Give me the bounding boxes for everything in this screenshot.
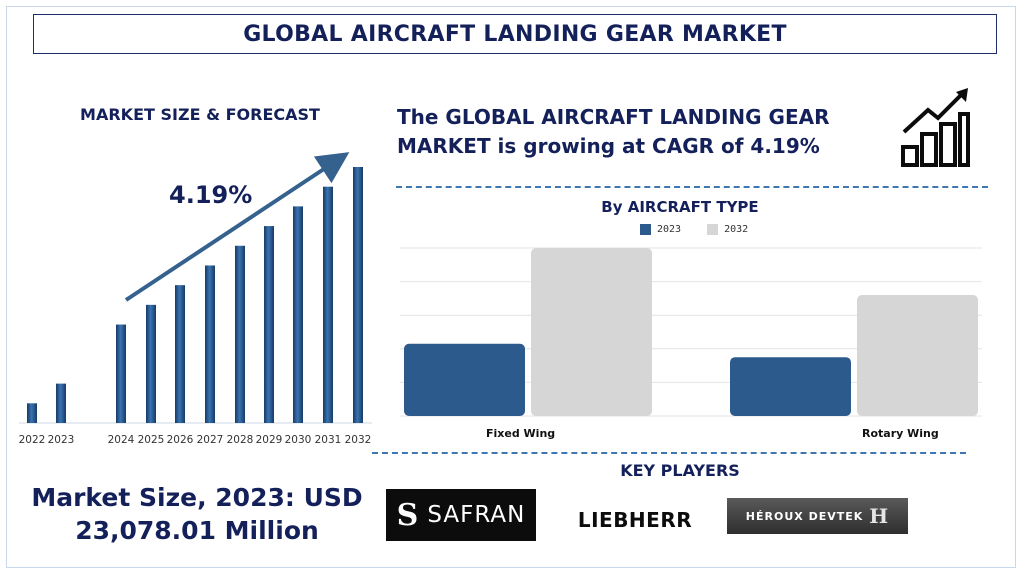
liebherr-logo: LIEBHERR <box>577 508 693 532</box>
legend-item-2023: 2023 <box>640 224 681 235</box>
forecast-bar-2031 <box>323 186 333 423</box>
safran-logo: S SAFRAN <box>386 489 536 541</box>
bar-rotary-wing-2023 <box>730 357 851 416</box>
forecast-tick-2027: 2027 <box>197 434 224 445</box>
legend-label-2032: 2032 <box>724 224 749 235</box>
cagr-headline: The GLOBAL AIRCRAFT LANDING GEAR MARKET … <box>397 105 830 158</box>
category-label-rotary-wing: Rotary Wing <box>862 427 939 440</box>
aircraft-type-bar-chart <box>400 247 982 417</box>
forecast-tick-2028: 2028 <box>227 434 254 445</box>
forecast-bar-2022 <box>27 403 37 423</box>
heroux-h-mark-icon: H <box>869 504 890 528</box>
forecast-bar-2026 <box>175 285 185 423</box>
forecast-bar-2024 <box>116 324 126 423</box>
key-players-heading: KEY PLAYERS <box>620 461 740 480</box>
page-title: GLOBAL AIRCRAFT LANDING GEAR MARKET <box>33 14 997 54</box>
cagr-annotation: 4.19% <box>169 181 253 209</box>
aircraft-type-legend: 2023 2032 <box>640 224 774 235</box>
bar-rotary-wing-2032 <box>857 295 978 416</box>
market-size-line-2: 23,078.01 Million <box>75 516 319 545</box>
forecast-tick-2031: 2031 <box>315 434 342 445</box>
legend-swatch-2023 <box>640 224 651 235</box>
forecast-bar-2025 <box>146 304 156 423</box>
forecast-tick-2025: 2025 <box>138 434 165 445</box>
safran-logo-text: SAFRAN <box>427 502 526 528</box>
aircraft-type-chart-heading: By AIRCRAFT TYPE <box>601 198 759 216</box>
heroux-devtek-logo-text: HÉROUX DEVTEK <box>745 509 864 523</box>
legend-label-2023: 2023 <box>657 224 682 235</box>
growth-arrow <box>124 152 350 302</box>
forecast-tick-2029: 2029 <box>256 434 283 445</box>
forecast-tick-2023: 2023 <box>48 434 75 445</box>
forecast-bar-2030 <box>293 206 303 423</box>
safran-s-mark-icon: S <box>396 497 420 533</box>
category-label-fixed-wing: Fixed Wing <box>486 427 556 440</box>
key-players-divider <box>372 452 966 454</box>
market-size-line-1: Market Size, 2023: USD <box>31 483 363 512</box>
legend-item-2032: 2032 <box>707 224 748 235</box>
forecast-tick-2030: 2030 <box>285 434 312 445</box>
forecast-tick-2022: 2022 <box>19 434 46 445</box>
forecast-bar-2028 <box>235 245 245 423</box>
heroux-devtek-logo: HÉROUX DEVTEK H <box>727 498 908 534</box>
page-frame <box>6 6 1016 568</box>
forecast-tick-2032: 2032 <box>345 434 372 445</box>
growth-chart-icon <box>901 88 970 167</box>
forecast-tick-2024: 2024 <box>108 434 135 445</box>
forecast-bar-2032 <box>353 167 363 423</box>
forecast-tick-2026: 2026 <box>167 434 194 445</box>
forecast-bar-2023 <box>56 383 66 423</box>
forecast-bar-2027 <box>205 265 215 423</box>
headline-divider <box>396 186 988 188</box>
bar-fixed-wing-2023 <box>404 343 525 416</box>
legend-swatch-2032 <box>707 224 719 235</box>
forecast-bar-2029 <box>264 226 274 423</box>
market-size-text: Market Size, 2023: USD 23,078.01 Million <box>22 481 372 547</box>
forecast-bar-chart: 2022 2023 2024 2025 2026 2027 2028 2029 2030 2031… <box>19 152 372 445</box>
forecast-chart-heading: MARKET SIZE & FORECAST <box>80 105 320 124</box>
bar-fixed-wing-2032 <box>531 248 652 416</box>
